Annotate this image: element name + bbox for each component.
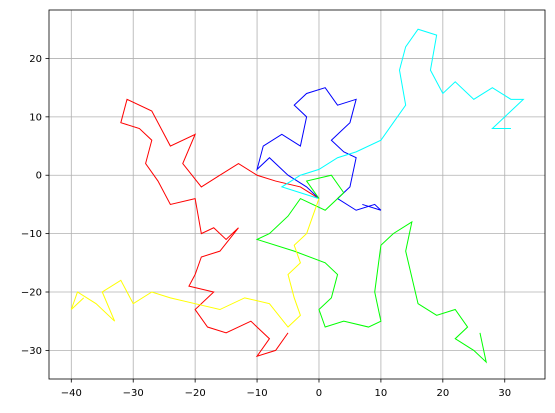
y-tick-label: 20 (29, 54, 42, 65)
x-tick-label: 0 (316, 388, 322, 399)
x-tick-label: 10 (375, 388, 388, 399)
y-tick-label: −30 (21, 346, 42, 357)
grid (49, 10, 545, 379)
x-tick-label: −20 (185, 388, 206, 399)
y-tick-label: 10 (29, 112, 42, 123)
series-line (70, 198, 320, 328)
x-tick-label: 30 (498, 388, 511, 399)
y-tick-label: 0 (36, 171, 42, 182)
x-tick-label: −40 (61, 388, 82, 399)
x-tick-label: −10 (247, 388, 268, 399)
x-tick-label: −30 (123, 388, 144, 399)
plot-area (70, 28, 525, 364)
series-line (255, 174, 487, 364)
y-tick-label: −10 (21, 229, 42, 240)
series-line (256, 87, 382, 211)
axes-frame (48, 9, 546, 380)
y-tick-label: −20 (21, 288, 42, 299)
x-tick-label: 20 (436, 388, 449, 399)
series-line (280, 28, 525, 200)
series-line (120, 98, 320, 358)
ticks: −40 −30 −20 −10 0 10 20 30 −30 −20 −10 0 10 20 (21, 54, 511, 399)
